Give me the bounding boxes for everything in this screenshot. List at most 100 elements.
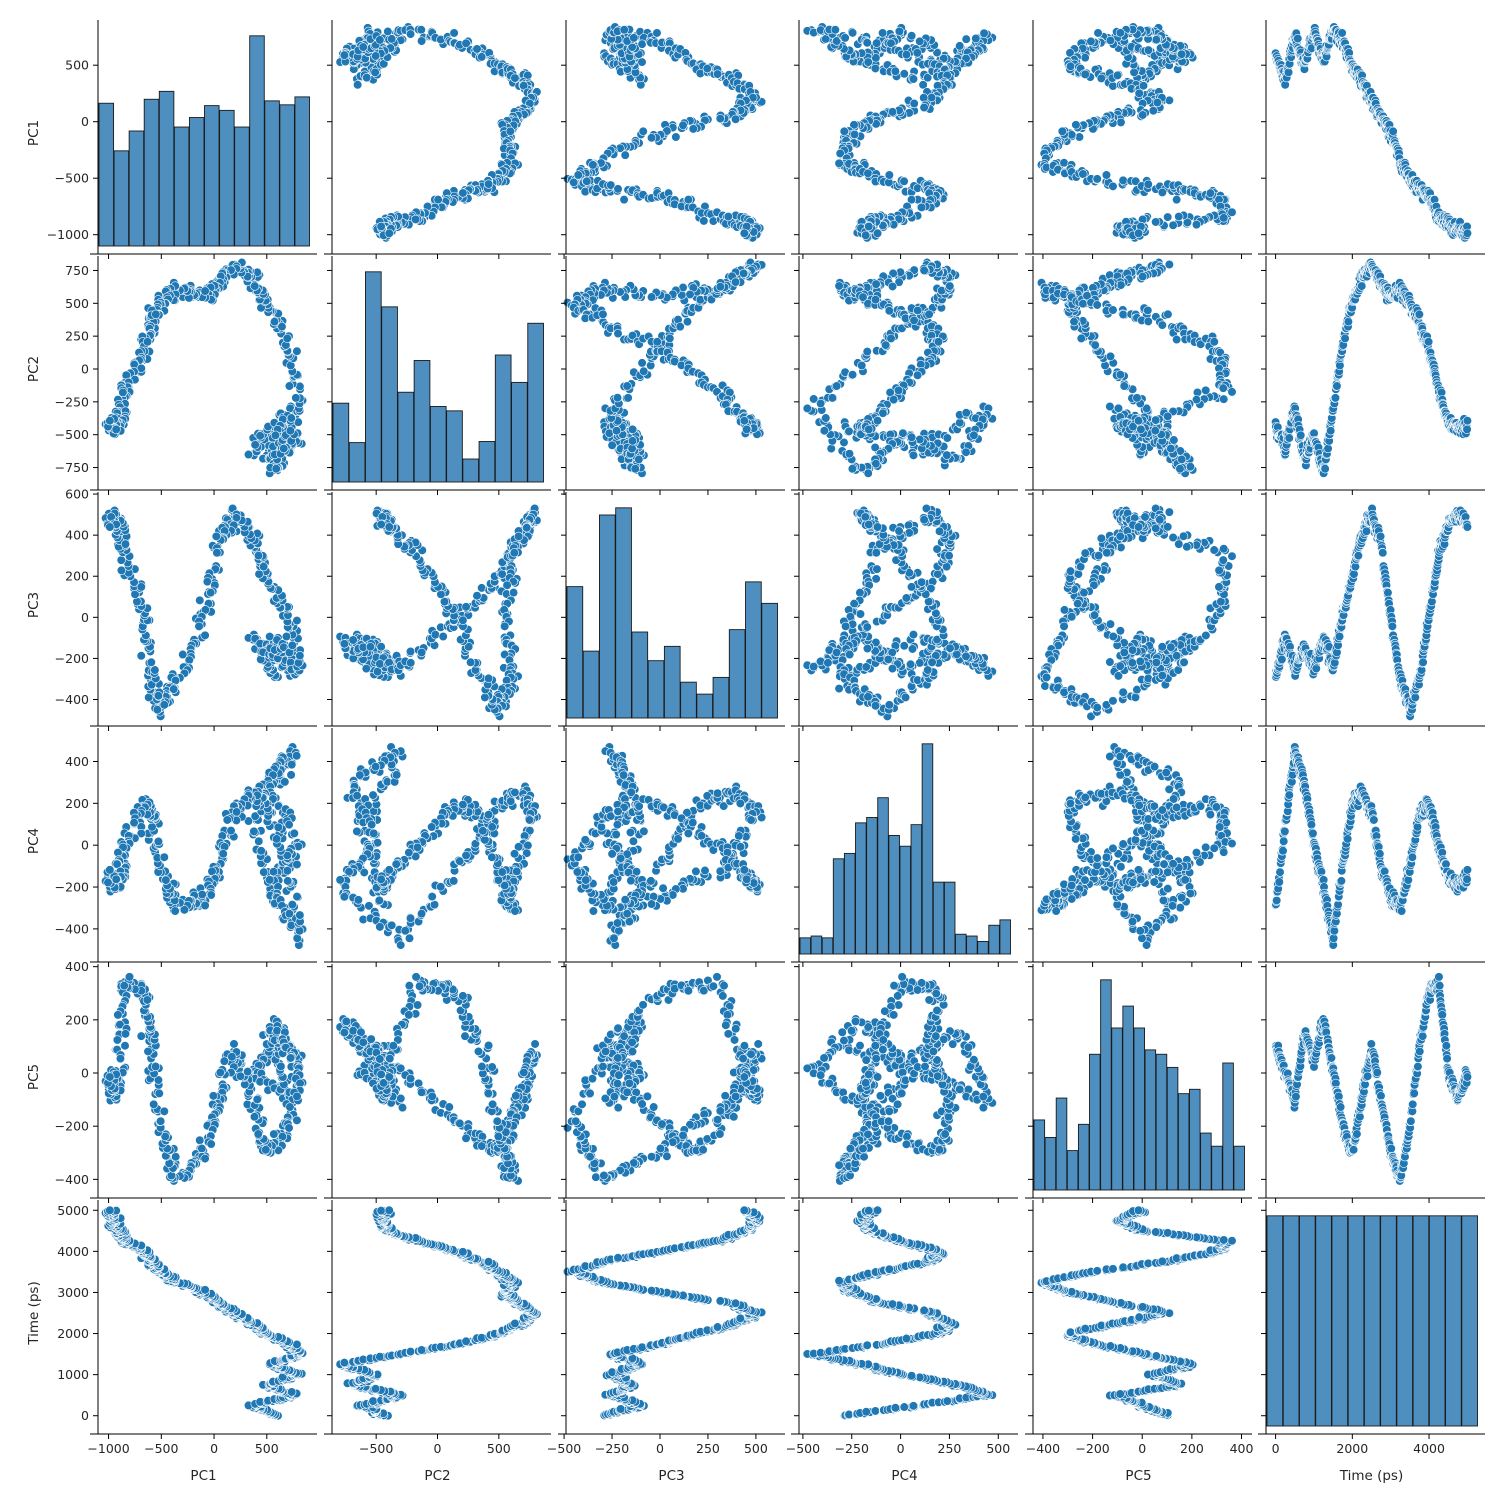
scatter-point bbox=[1168, 220, 1178, 230]
scatter-point bbox=[1101, 170, 1112, 180]
scatter-point bbox=[634, 454, 644, 464]
scatter-point bbox=[1057, 126, 1067, 136]
scatter-point bbox=[699, 216, 709, 226]
scatter-point bbox=[639, 366, 649, 376]
scatter-point bbox=[1218, 383, 1228, 393]
scatter-point bbox=[849, 129, 860, 140]
y-tick-label: 500 bbox=[65, 58, 89, 73]
scatter-point bbox=[847, 464, 857, 474]
scatter-point bbox=[847, 370, 858, 380]
panel-pc2-vs-pc5 bbox=[1025, 256, 1252, 495]
scatter-point bbox=[839, 126, 849, 136]
scatter-point bbox=[1201, 385, 1211, 395]
scatter-point bbox=[1320, 464, 1330, 474]
scatter-point bbox=[1284, 433, 1294, 443]
scatter-point bbox=[942, 450, 952, 460]
scatter-point bbox=[907, 432, 917, 442]
scatter-point bbox=[847, 28, 858, 38]
hist-bar bbox=[143, 98, 160, 247]
scatter-point bbox=[1132, 393, 1142, 403]
scatter-point bbox=[827, 393, 837, 403]
scatter-point bbox=[1150, 426, 1160, 436]
scatter-point bbox=[924, 309, 934, 319]
scatter-point bbox=[909, 98, 919, 109]
scatter-point bbox=[884, 306, 894, 316]
scatter-point bbox=[739, 268, 749, 279]
scatter-point bbox=[387, 34, 397, 44]
scatter-point bbox=[862, 347, 872, 357]
scatter-point bbox=[688, 124, 698, 134]
scatter-point bbox=[821, 413, 831, 423]
scatter-point bbox=[271, 464, 281, 474]
scatter-point bbox=[619, 25, 629, 35]
scatter-point bbox=[955, 41, 965, 51]
scatter-point bbox=[1133, 416, 1144, 426]
scatter-point bbox=[1177, 454, 1187, 464]
scatter-point bbox=[151, 309, 161, 319]
scatter-point bbox=[899, 176, 909, 186]
scatter-point bbox=[637, 358, 647, 368]
scatter-point bbox=[623, 393, 633, 403]
scatter-point bbox=[376, 221, 386, 232]
hist-bar bbox=[365, 271, 382, 483]
scatter-point bbox=[870, 63, 881, 74]
scatter-point bbox=[483, 179, 494, 189]
scatter-point bbox=[638, 126, 648, 136]
scatter-point bbox=[250, 440, 260, 450]
panel-pc2-vs-timeps bbox=[1258, 256, 1485, 495]
scatter-point bbox=[1134, 88, 1144, 98]
hist-bar bbox=[511, 381, 528, 483]
scatter-point bbox=[598, 309, 608, 319]
scatter-point bbox=[1227, 207, 1237, 217]
scatter-point bbox=[472, 44, 482, 54]
scatter-point bbox=[826, 443, 836, 454]
hist-bar bbox=[478, 441, 496, 483]
y-tick-label: −250 bbox=[55, 394, 89, 409]
scatter-point bbox=[1138, 271, 1148, 282]
panel-pc2-vs-pc4 bbox=[791, 256, 1018, 495]
scatter-point bbox=[1129, 67, 1139, 77]
hist-bar bbox=[294, 96, 310, 247]
panel-pc1-vs-pc2 bbox=[324, 20, 551, 259]
scatter-point bbox=[864, 424, 874, 434]
scatter-point bbox=[1108, 81, 1118, 91]
hist-bar bbox=[348, 442, 366, 483]
scatter-point bbox=[1119, 381, 1129, 391]
scatter-point bbox=[637, 57, 647, 67]
scatter-point bbox=[840, 33, 850, 43]
scatter-point bbox=[861, 230, 871, 240]
scatter-point bbox=[627, 443, 637, 454]
scatter-point bbox=[955, 418, 965, 428]
scatter-point bbox=[449, 28, 459, 38]
scatter-point bbox=[627, 436, 638, 446]
scatter-point bbox=[844, 426, 854, 436]
panel-pc2-vs-pc2 bbox=[324, 256, 551, 495]
scatter-point bbox=[613, 328, 623, 339]
scatter-point bbox=[971, 33, 981, 44]
scatter-point bbox=[665, 333, 675, 344]
scatter-point bbox=[573, 170, 583, 180]
scatter-point bbox=[863, 168, 873, 178]
panel-pc2-vs-pc3 bbox=[558, 256, 785, 495]
scatter-point bbox=[371, 51, 381, 61]
scatter-point bbox=[919, 102, 929, 113]
y-tick-label: 750 bbox=[65, 263, 89, 278]
hist-bar bbox=[462, 458, 480, 483]
scatter-point bbox=[1227, 387, 1237, 397]
scatter-point bbox=[917, 202, 927, 212]
scatter-point bbox=[915, 36, 925, 46]
scatter-point bbox=[1172, 334, 1182, 345]
scatter-point bbox=[1105, 401, 1115, 412]
scatter-point bbox=[913, 305, 923, 316]
hist-bar bbox=[128, 130, 145, 247]
scatter-point bbox=[1157, 187, 1167, 197]
scatter-point bbox=[269, 317, 280, 327]
scatter-point bbox=[1191, 220, 1202, 230]
y-tick-label: 0 bbox=[81, 362, 89, 377]
scatter-point bbox=[282, 333, 292, 344]
scatter-point bbox=[277, 322, 287, 332]
scatter-point bbox=[1175, 464, 1185, 474]
scatter-point bbox=[1205, 188, 1216, 198]
scatter-point bbox=[646, 133, 657, 143]
